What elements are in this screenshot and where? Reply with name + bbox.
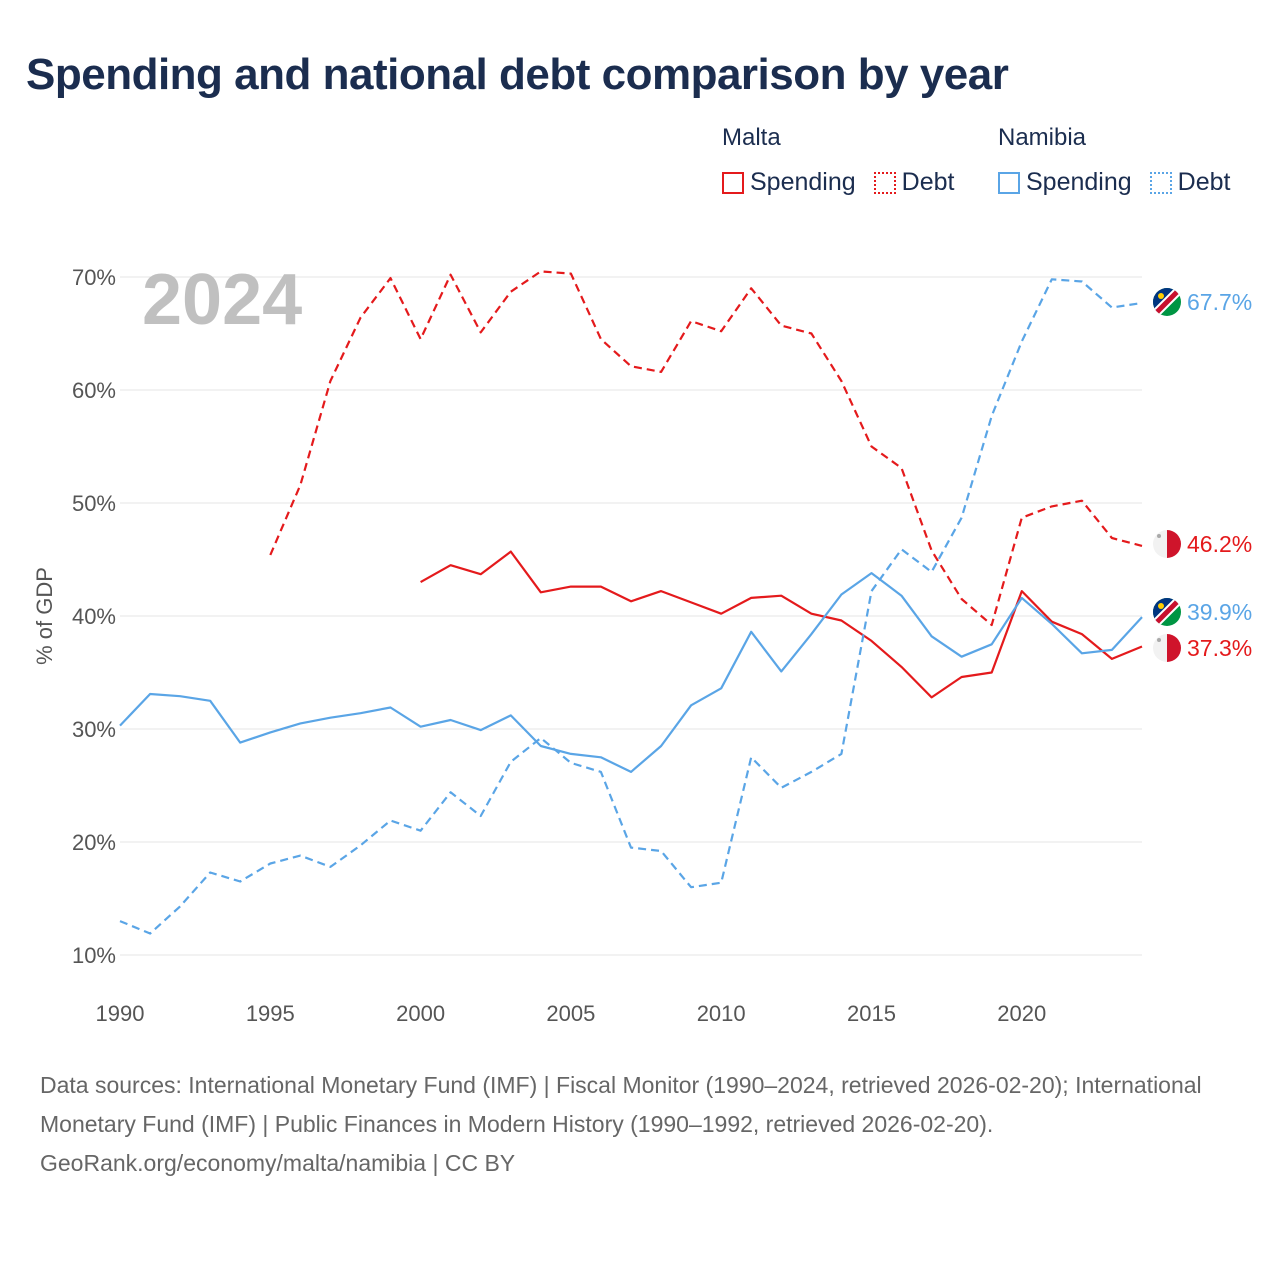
legend-country-malta: Malta [722,124,781,151]
legend-label: Debt [901,168,955,196]
x-tick-label: 2010 [697,1001,746,1026]
legend-swatch-dotted [873,171,896,194]
y-tick-label: 40% [72,604,116,629]
legend-label: Debt [1177,168,1231,196]
y-axis-label: % of GDP [32,567,57,665]
x-tick-label: 1990 [96,1001,145,1026]
legend-group-malta: Malta Spending Debt [722,124,972,197]
y-tick-label: 70% [72,265,116,290]
end-value-label: 67.7% [1187,289,1252,315]
y-tick-label: 50% [72,491,116,516]
end-value-label: 46.2% [1187,531,1252,557]
x-tick-label: 2005 [546,1001,595,1026]
namibia-flag-icon [1153,288,1181,316]
legend-item-namibia-debt[interactable]: Debt [1149,168,1231,197]
line-chart: 10% 20% 30% 40% 50% 60% 70% 1990 1995 2000 2005 201… [32,260,1252,1026]
series-line-malta-debt [269,270,1143,627]
flag-sun [1158,603,1164,609]
y-tick-label: 10% [72,943,116,968]
series-line-namibia-spending [119,572,1143,773]
flag-red [1167,530,1181,558]
legend-label: Spending [1026,168,1132,196]
x-tick-label: 2015 [847,1001,896,1026]
year-watermark: 2024 [142,260,302,340]
malta-flag-icon [1153,530,1181,558]
end-value-label: 39.9% [1187,599,1252,625]
malta-flag-icon [1153,634,1181,662]
flag-sun [1158,293,1164,299]
chart-title: Spending and national debt comparison by… [26,50,1009,99]
flag-white [1153,634,1167,662]
end-value-label: 37.3% [1187,635,1252,661]
y-tick-label: 60% [72,378,116,403]
credit-link[interactable]: GeoRank.org/economy/malta/namibia | CC B… [40,1150,516,1176]
series-line-malta-spending [420,550,1143,699]
series-line-namibia-debt [119,278,1143,935]
legend-group-namibia: Namibia Spending Debt [998,124,1230,197]
y-tick-label: 30% [72,717,116,742]
flag-red [1167,634,1181,662]
x-tick-label: 1995 [246,1001,295,1026]
legend-swatch-dotted [1149,171,1172,194]
y-tick-label: 20% [72,830,116,855]
legend-item-malta-debt[interactable]: Debt [873,168,955,197]
footer: Data sources: International Monetary Fun… [40,1066,1240,1183]
legend-label: Spending [750,168,856,196]
legend-swatch-solid [998,171,1020,194]
data-sources: Data sources: International Monetary Fun… [40,1072,1202,1137]
legend-item-namibia-spending[interactable]: Spending [998,168,1132,197]
legend-item-malta-spending[interactable]: Spending [722,168,856,197]
legend-country-namibia: Namibia [998,124,1087,151]
flag-white [1153,530,1167,558]
legend-swatch-solid [722,171,744,194]
x-tick-label: 2020 [997,1001,1046,1026]
flag-cross [1157,534,1161,538]
namibia-flag-icon [1153,598,1181,626]
flag-cross [1157,638,1161,642]
x-tick-label: 2000 [396,1001,445,1026]
